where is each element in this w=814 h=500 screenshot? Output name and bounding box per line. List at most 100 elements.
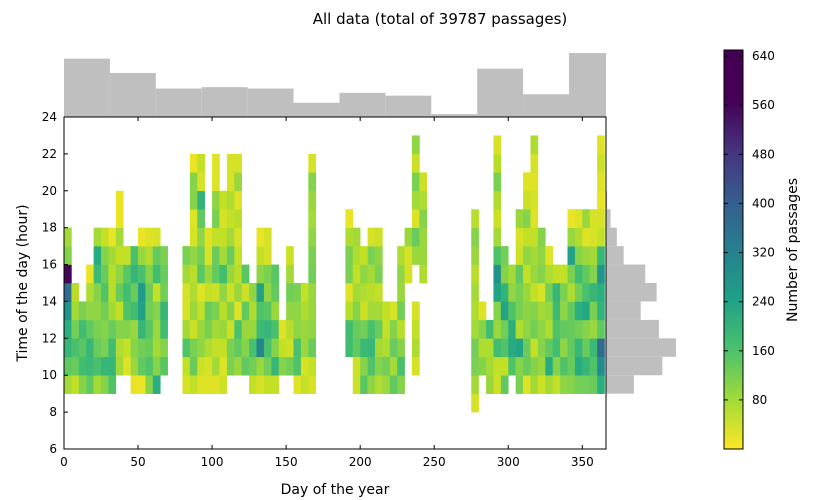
heatmap-cell	[189, 190, 198, 210]
heatmap-cell	[552, 338, 561, 358]
x-axis-label: Day of the year	[281, 482, 390, 498]
heatmap-cell	[493, 209, 502, 228]
heatmap-cell	[374, 227, 383, 247]
heatmap-cell	[545, 246, 553, 265]
heatmap-cell	[234, 264, 243, 284]
heatmap-cell	[234, 283, 243, 302]
heatmap-cell	[374, 319, 383, 339]
heatmap-cell	[108, 264, 117, 284]
heatmap-cell	[115, 301, 124, 321]
x-marginal-histogram	[64, 53, 606, 117]
heatmap-cell	[493, 356, 502, 376]
heatmap-cell	[182, 246, 191, 265]
colorbar-tick-label: 160	[752, 344, 775, 358]
heatmap-cell	[300, 356, 309, 376]
x-histogram-bar	[293, 102, 340, 117]
heatmap-cell	[582, 246, 591, 265]
heatmap-cell	[234, 172, 243, 192]
y-axis: 6 8 10 12 14 16 18 20 22 24	[42, 110, 68, 456]
heatmap-cell	[145, 283, 154, 302]
colorbar-tick-label: 240	[752, 295, 775, 309]
heatmap-cell	[530, 356, 539, 376]
heatmap-cell	[197, 319, 205, 339]
heatmap-cell	[300, 283, 309, 302]
heatmap-cell	[86, 283, 94, 302]
heatmap-cell	[345, 264, 354, 284]
heatmap-cell	[108, 283, 117, 302]
heatmap-cell	[241, 283, 250, 302]
heatmap-cell	[537, 375, 546, 394]
heatmap-cell	[182, 319, 191, 339]
heatmap-cell	[138, 319, 146, 339]
y-tick-label: 20	[42, 184, 57, 198]
heatmap-cell	[219, 375, 228, 394]
heatmap-cell	[138, 227, 146, 247]
heatmap-cell	[560, 301, 568, 321]
heatmap-cell	[197, 190, 205, 210]
heatmap-cell	[226, 264, 235, 284]
x-histogram-bar	[477, 68, 524, 117]
heatmap-cell	[101, 283, 109, 302]
colorbar: 80 160 240 320 400 480 560 640	[723, 49, 775, 450]
heatmap-cell	[471, 356, 479, 376]
heatmap-cell	[523, 190, 531, 210]
x-axis: 0 50 100 150 200 250 300 350	[60, 117, 594, 469]
heatmap-cell	[145, 319, 154, 339]
heatmap-cell	[523, 375, 531, 394]
heatmap-cell	[241, 301, 250, 321]
heatmap-cell	[582, 375, 591, 394]
heatmap-cell	[197, 338, 205, 358]
heatmap-cell	[493, 283, 502, 302]
heatmap-cell	[515, 356, 524, 376]
heatmap-cell	[256, 375, 265, 394]
heatmap-cell	[93, 283, 102, 302]
heatmap-cell	[152, 246, 161, 265]
heatmap-cell	[523, 264, 531, 284]
y-tick-label: 10	[42, 368, 57, 382]
heatmap-cell	[219, 338, 228, 358]
heatmap-cell	[204, 264, 213, 284]
heatmap-cell	[256, 356, 265, 376]
heatmap-cell	[234, 190, 243, 210]
heatmap-cell	[582, 338, 591, 358]
heatmap-cell	[286, 264, 294, 284]
heatmap-cell	[523, 356, 531, 376]
heatmap-cell	[567, 264, 576, 284]
heatmap-cell	[597, 190, 605, 210]
heatmap-cell	[219, 227, 228, 247]
heatmap-cell	[471, 338, 479, 358]
heatmap-cell	[160, 301, 168, 321]
y-histogram-bar	[606, 319, 659, 339]
heatmap-cell	[189, 209, 198, 228]
heatmap-cell	[226, 338, 235, 358]
heatmap-cell	[234, 356, 243, 376]
heatmap-cell	[493, 338, 502, 358]
heatmap-cell	[108, 338, 117, 358]
heatmap-cell	[145, 356, 154, 376]
heatmap-cell	[515, 209, 524, 228]
heatmap-cell	[545, 375, 553, 394]
heatmap-cell	[271, 319, 280, 339]
heatmap-cell	[263, 246, 272, 265]
heatmap-cell	[234, 338, 243, 358]
x-tick-label: 200	[349, 455, 372, 469]
heatmap-cell	[412, 301, 420, 321]
heatmap-cell	[582, 356, 591, 376]
heatmap-cell	[515, 319, 524, 339]
heatmap-cell	[360, 264, 368, 284]
heatmap-cell	[597, 209, 605, 228]
heatmap-cell	[189, 264, 198, 284]
heatmap-cell	[530, 375, 539, 394]
heatmap-cell	[515, 375, 524, 394]
heatmap-cell	[523, 209, 531, 228]
heatmap-cell	[500, 375, 509, 394]
heatmap-cell	[597, 172, 605, 192]
heatmap-cell	[78, 301, 87, 321]
heatmap-cell	[160, 356, 168, 376]
heatmap-cell	[197, 264, 205, 284]
heatmap-cell	[545, 356, 553, 376]
y-tick-label: 22	[42, 147, 57, 161]
heatmap-cell	[204, 356, 213, 376]
heatmap-cell	[412, 338, 420, 358]
heatmap-cell	[345, 246, 354, 265]
